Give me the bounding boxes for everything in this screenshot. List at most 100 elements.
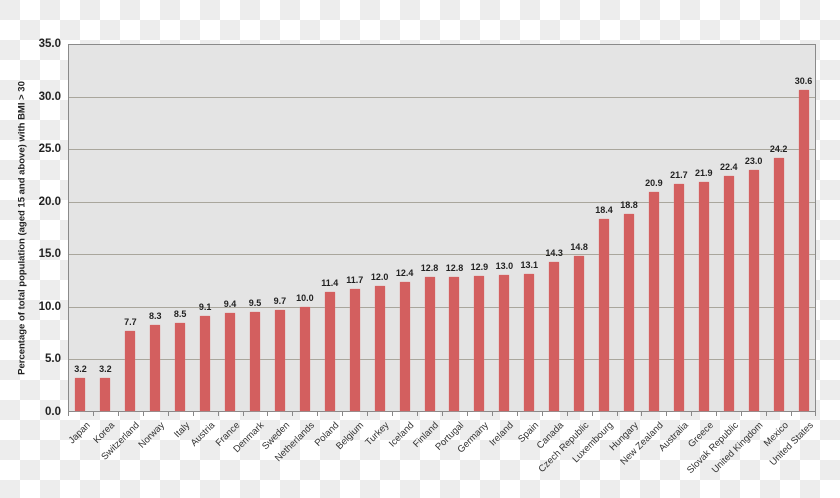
bar [773,157,784,411]
x-tick [342,412,344,416]
x-tick [815,412,816,416]
x-tick [317,412,319,416]
bar-value-label: 22.4 [719,162,738,173]
x-tick [716,412,718,416]
bar [125,331,136,411]
y-tick-label: 10.0 [38,300,61,313]
bar-value-label: 12.9 [470,262,489,273]
bar [524,274,535,411]
bar [723,176,734,411]
bar-value-label: 9.5 [248,298,262,309]
bar-value-label: 12.8 [420,263,439,274]
x-tick [516,412,518,416]
x-tick [92,412,94,416]
bar [549,261,560,411]
y-tick-label: 35.0 [38,38,61,50]
bar-value-label: 14.8 [570,242,588,253]
bar [798,90,809,411]
x-tick [791,412,793,416]
bar [698,181,709,411]
x-tick [142,412,144,416]
bar-value-label: 9.7 [273,296,287,306]
bar-value-label: 10.0 [296,292,314,303]
bar [75,378,86,411]
bar [624,214,634,411]
bar-value-label: 3.2 [99,364,112,375]
x-tick [566,412,568,416]
gridline [69,254,815,256]
gridline [69,359,815,361]
x-tick [616,412,618,416]
bar [449,277,460,411]
bar [175,322,186,411]
bar-value-label: 23.0 [744,156,763,167]
bar-value-label: 30.6 [794,76,813,87]
bar-value-label: 18.4 [595,204,613,215]
bar [424,277,435,411]
bar [299,306,310,411]
bar-value-label: 13.1 [520,260,539,271]
gridline [69,201,815,203]
x-tick [766,412,768,416]
x-tick [442,412,443,416]
bar-value-label: 9.1 [198,302,212,313]
y-tick-label: 5.0 [45,353,61,366]
y-axis-label: Percentage of total population (aged 15 … [16,81,28,375]
bar [599,218,610,411]
y-tick-label: 30.0 [38,90,61,103]
bar-value-label: 24.2 [769,143,788,154]
gridline [69,306,815,308]
x-tick [192,412,194,416]
x-tick [491,412,493,416]
x-tick [217,412,219,416]
x-tick [541,412,543,416]
bar-value-label: 21.7 [670,169,688,180]
x-tick [367,412,369,416]
bar [474,276,485,411]
x-tick [741,412,743,416]
bar-value-label: 14.3 [545,247,563,258]
y-tick-label: 15.0 [38,248,61,261]
bar-value-label: 3.2 [74,364,87,375]
bar-value-label: 8.5 [173,308,187,319]
bar-value-label: 12.4 [395,267,414,278]
bar-value-label: 21.9 [695,167,713,178]
bar-value-label: 11.7 [346,274,364,285]
bar [349,288,360,411]
x-tick [167,412,169,416]
bar [225,313,236,411]
x-tick [591,412,593,416]
bar [250,312,260,411]
bar [374,285,385,411]
bar [648,192,659,411]
x-tick [691,412,693,416]
bar [499,275,510,411]
bar-value-label: 12.0 [370,271,389,282]
y-tick-label: 20.0 [38,195,61,208]
bar-value-label: 7.7 [124,317,137,328]
x-tick [417,412,419,416]
bar [673,183,684,411]
bar-value-label: 8.3 [149,310,162,321]
x-tick [666,412,668,416]
bar [200,316,211,411]
y-tick-label: 0.0 [45,406,61,418]
bar [100,378,111,411]
bar [274,310,285,411]
bar [150,324,161,411]
bar-value-label: 11.4 [321,278,339,289]
bar-value-label: 20.9 [645,178,663,189]
bar-value-label: 13.0 [495,261,514,272]
bar-value-label: 12.8 [445,263,464,274]
gridline [69,149,815,151]
bar [324,292,335,411]
plot-area [68,44,816,412]
x-tick [466,412,468,416]
bar-value-label: 18.8 [620,200,638,211]
x-tick [641,412,643,416]
bar [399,281,410,411]
x-tick [242,412,244,416]
x-tick [267,412,269,416]
bar [748,170,759,411]
x-tick [68,412,69,416]
